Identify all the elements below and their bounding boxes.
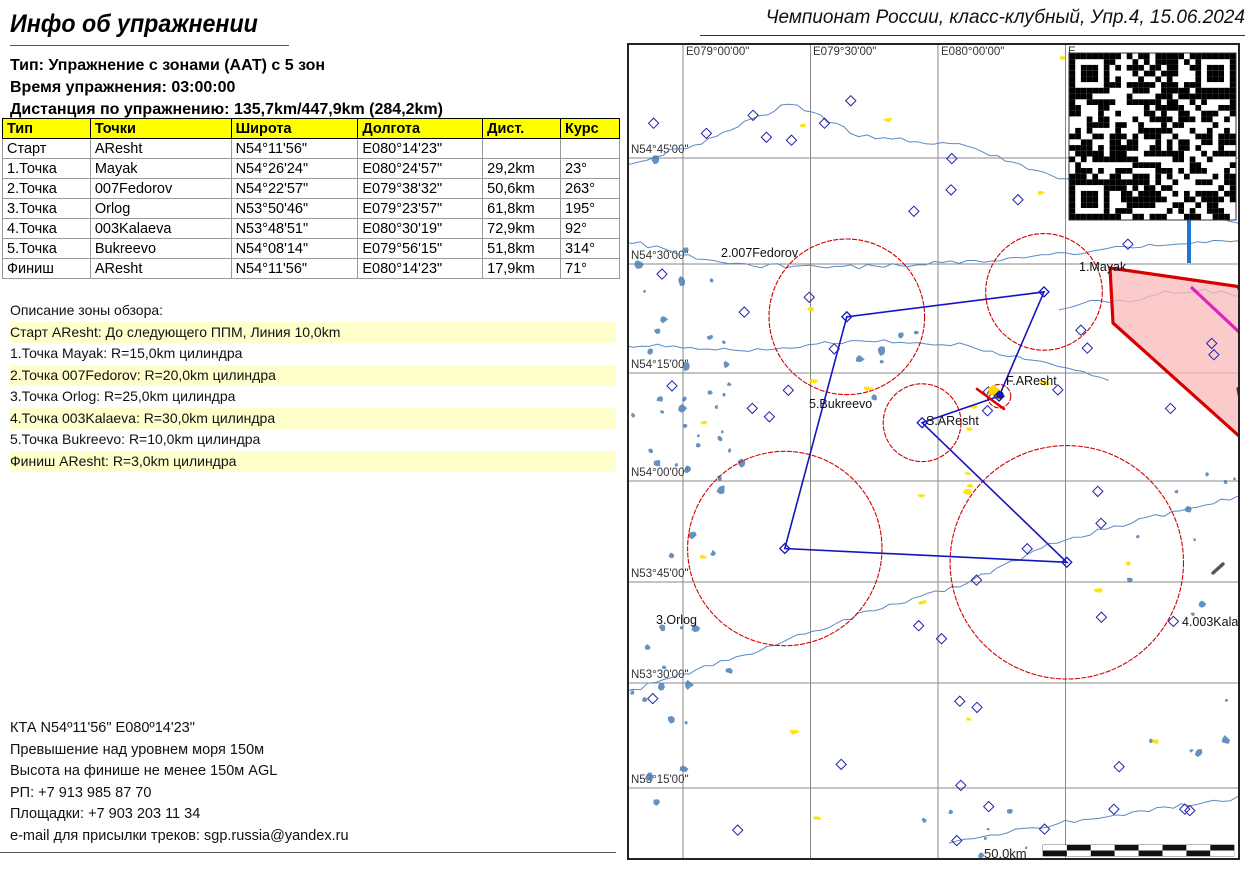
- svg-text:N53°15'00": N53°15'00": [631, 774, 689, 786]
- svg-text:N54°45'00": N54°45'00": [631, 144, 689, 156]
- svg-text:E079°00'00": E079°00'00": [686, 46, 749, 58]
- svg-text:50,0km: 50,0km: [984, 846, 1027, 858]
- svg-text:5.Bukreevo: 5.Bukreevo: [809, 397, 872, 411]
- svg-text:1.Mayak: 1.Mayak: [1079, 260, 1127, 274]
- svg-text:S.AResht: S.AResht: [926, 414, 979, 428]
- svg-text:E079°30'00": E079°30'00": [813, 46, 876, 58]
- svg-text:N54°00'00": N54°00'00": [631, 467, 689, 479]
- svg-text:4.003Kalaeva: 4.003Kalaeva: [1182, 615, 1238, 629]
- svg-text:N53°45'00": N53°45'00": [631, 568, 689, 580]
- svg-text:N54°15'00": N54°15'00": [631, 359, 689, 371]
- svg-text:N53°30'00": N53°30'00": [631, 669, 689, 681]
- svg-text:2.007Fedorov: 2.007Fedorov: [721, 246, 799, 260]
- svg-text:E080°00'00": E080°00'00": [941, 46, 1004, 58]
- svg-text:N54°30'00": N54°30'00": [631, 250, 689, 262]
- svg-text:F.AResht: F.AResht: [1006, 374, 1057, 388]
- svg-text:3.Orlog: 3.Orlog: [656, 613, 697, 627]
